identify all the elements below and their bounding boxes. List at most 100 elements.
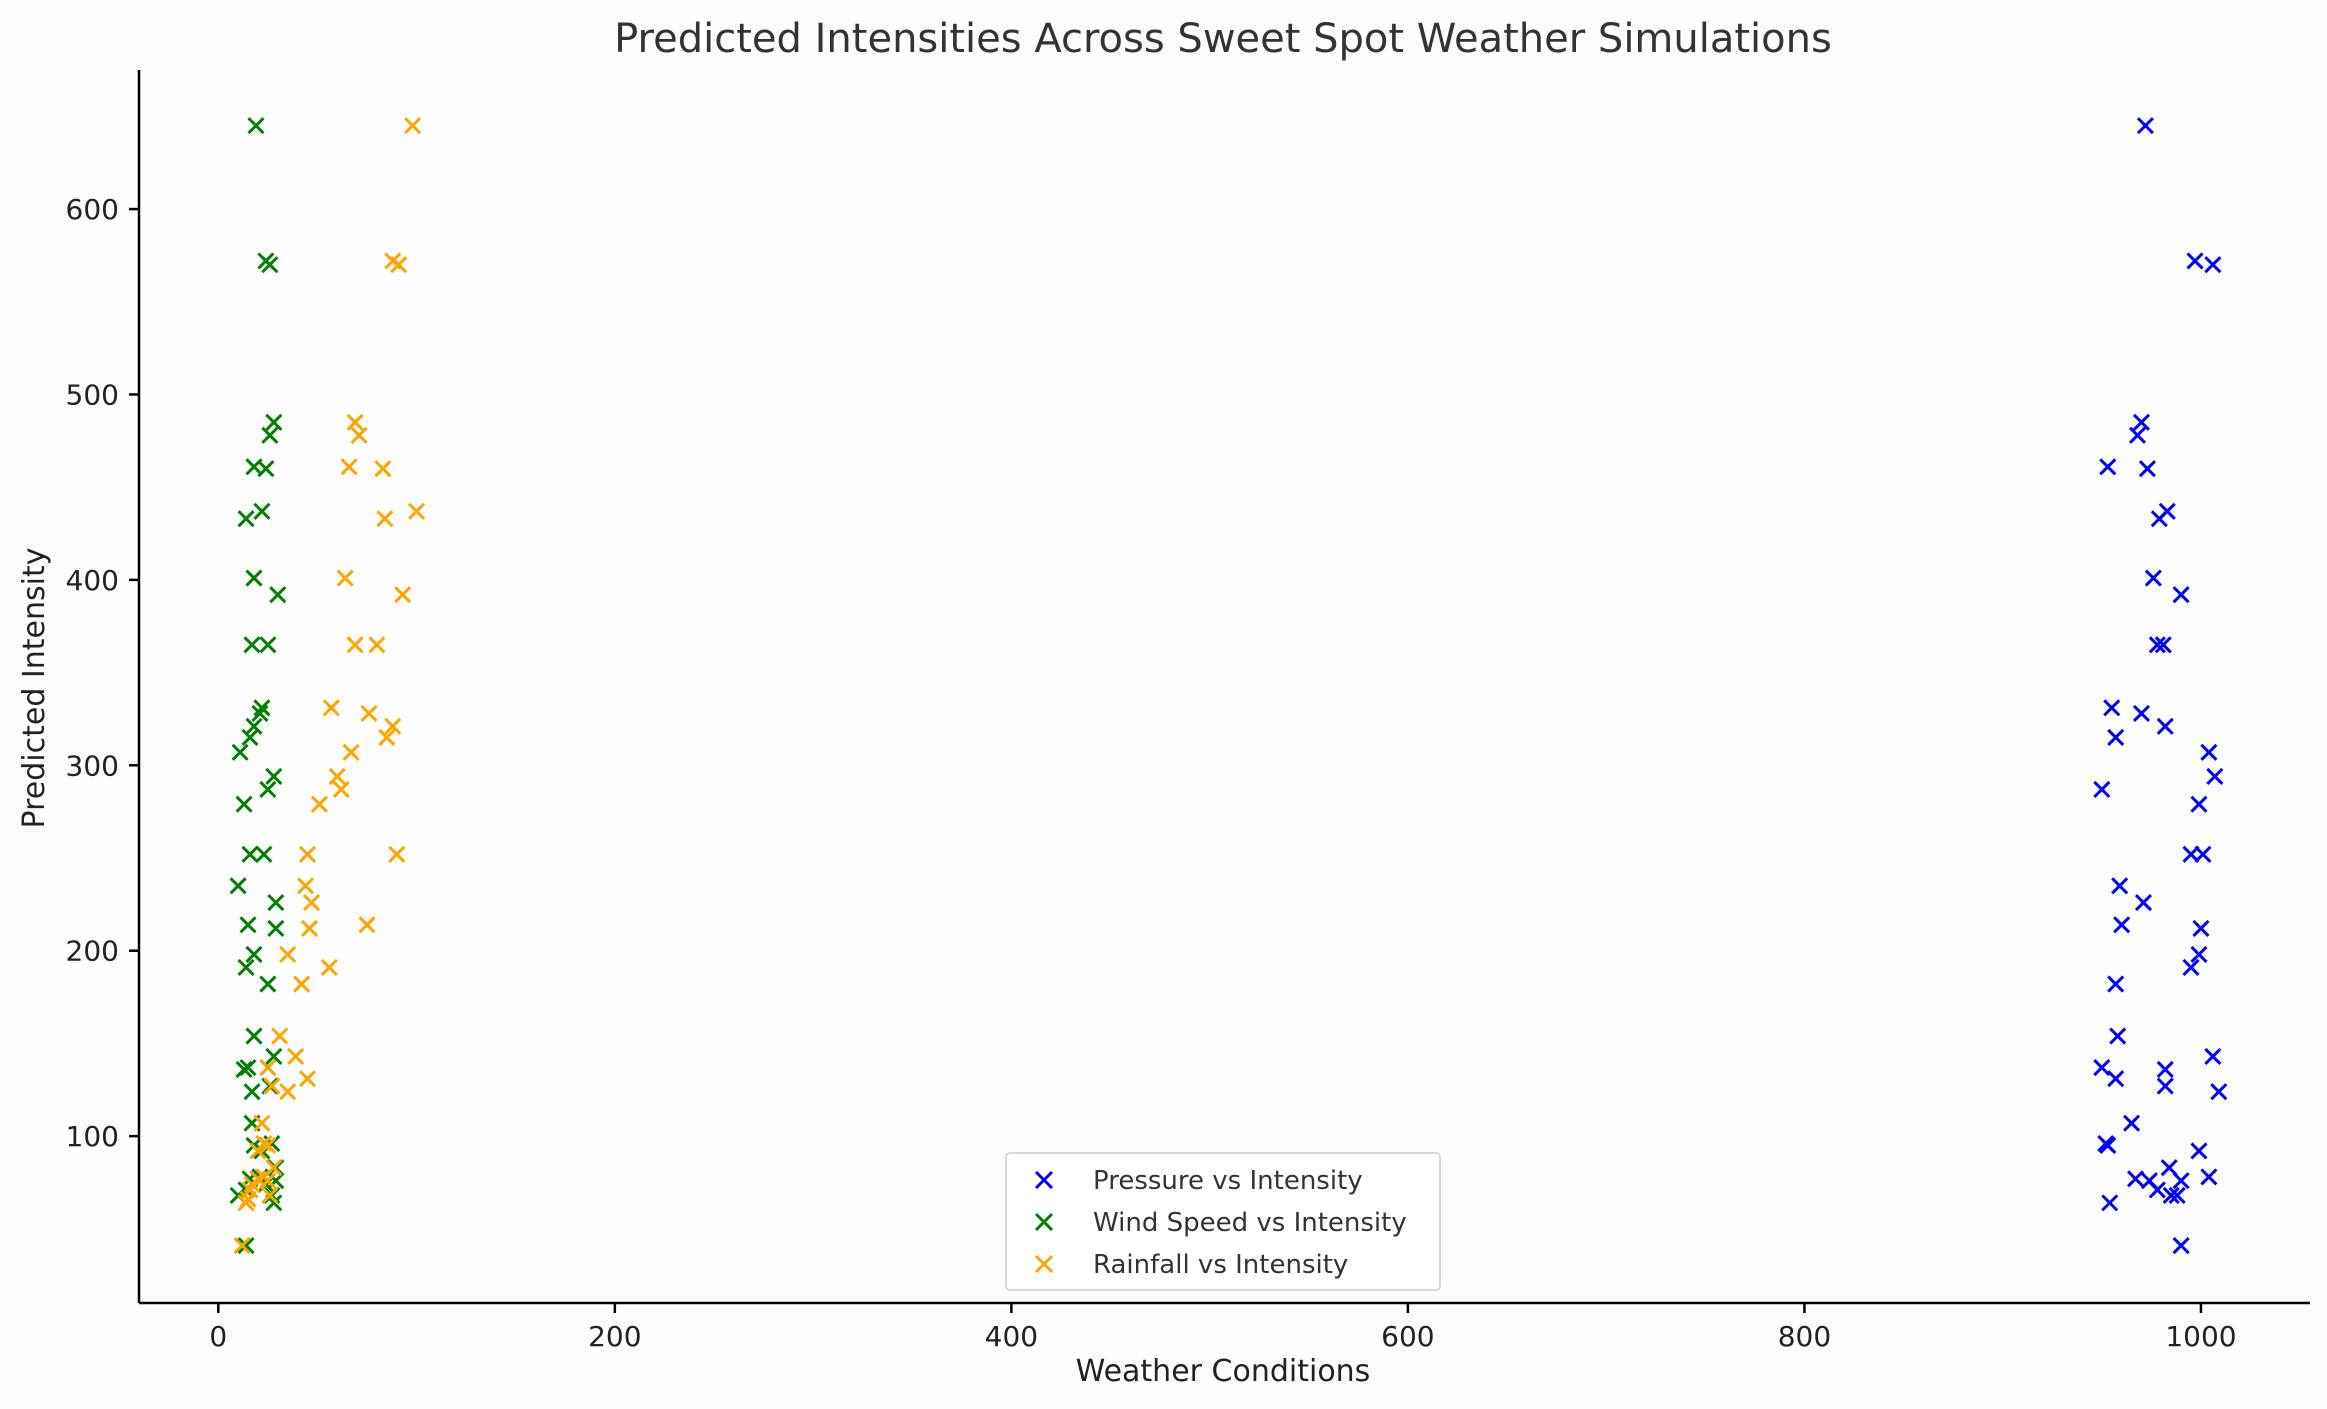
legend-marker: [1034, 1170, 1054, 1190]
data-point: [340, 458, 358, 476]
data-point: [235, 795, 253, 813]
data-point: [261, 256, 279, 274]
axes: [137, 70, 2310, 1305]
data-point: [342, 743, 360, 761]
data-point: [332, 780, 350, 798]
data-point: [237, 1236, 255, 1255]
data-point: [404, 117, 422, 135]
y-tick-label: 100: [66, 1120, 119, 1153]
data-point: [259, 780, 277, 798]
data-point: [2144, 569, 2162, 587]
data-point: [243, 1083, 261, 1101]
y-ticks: 100 200 300 400 500 600: [66, 193, 139, 1153]
legend-label: Pressure vs Intensity: [1093, 1166, 1363, 1196]
data-point: [233, 1236, 251, 1255]
data-point: [390, 256, 408, 274]
data-point: [408, 502, 426, 520]
data-point: [2150, 510, 2168, 528]
data-point: [2172, 586, 2190, 604]
data-point: [231, 743, 249, 761]
data-point: [2138, 460, 2156, 478]
data-point: [2134, 893, 2153, 912]
legend-label: Wind Speed vs Intensity: [1093, 1208, 1407, 1238]
data-point: [237, 958, 255, 976]
data-point: [2172, 1172, 2190, 1190]
data-point: [2190, 795, 2208, 813]
data-point: [263, 1077, 281, 1095]
x-tick-label: 600: [1381, 1320, 1434, 1353]
data-point: [229, 877, 247, 895]
data-point: [2132, 413, 2151, 431]
data-point: [243, 1175, 261, 1193]
data-point: [384, 717, 402, 735]
data-point: [2156, 717, 2174, 735]
data-point: [269, 586, 287, 604]
data-markers: [229, 117, 2228, 1255]
data-point: [245, 1027, 263, 1045]
y-tick-label: 300: [66, 749, 119, 782]
data-point: [267, 893, 285, 912]
data-point: [2122, 1114, 2141, 1132]
data-point: [2194, 845, 2212, 863]
data-point: [346, 636, 364, 654]
data-point: [368, 636, 386, 654]
y-tick-label: 600: [66, 193, 119, 226]
data-point: [2190, 1142, 2208, 1160]
data-point: [253, 699, 271, 717]
data-point: [245, 569, 263, 587]
data-point: [2107, 1070, 2125, 1088]
data-point: [298, 1070, 317, 1088]
data-point: [257, 460, 275, 478]
chart-title: Predicted Intensities Across Sweet Spot …: [614, 16, 1832, 62]
data-point: [336, 569, 354, 587]
data-point: [259, 636, 277, 654]
data-point: [346, 413, 364, 431]
data-point: [255, 1168, 273, 1186]
data-point: [249, 1142, 267, 1160]
data-point: [2168, 1186, 2186, 1205]
data-point: [259, 1136, 277, 1154]
legend-marker: [1034, 1212, 1054, 1232]
data-point: [2099, 1136, 2117, 1154]
data-point: [328, 767, 346, 785]
data-point: [2172, 1236, 2190, 1255]
data-point: [360, 704, 378, 722]
series-1: [2093, 117, 2228, 1255]
legend-marker: [1034, 1254, 1054, 1274]
data-point: [259, 1058, 277, 1077]
data-point: [235, 1060, 253, 1078]
x-tick-label: 200: [588, 1320, 641, 1353]
data-point: [279, 1083, 297, 1101]
data-point: [2200, 743, 2218, 761]
data-point: [2162, 1186, 2180, 1205]
data-point: [2101, 1194, 2119, 1212]
data-point: [2093, 1058, 2111, 1077]
x-tick-label: 1000: [2165, 1320, 2236, 1353]
data-point: [2192, 919, 2210, 938]
data-point: [245, 945, 263, 963]
data-point: [320, 958, 338, 976]
series-3: [233, 117, 426, 1255]
data-point: [302, 893, 321, 912]
legend-box: [1005, 1152, 1441, 1291]
data-point: [2148, 636, 2166, 654]
data-point: [2210, 1083, 2228, 1101]
data-point: [2093, 780, 2111, 798]
data-point: [310, 795, 328, 813]
data-point: [2204, 1047, 2222, 1065]
data-point: [237, 1194, 255, 1212]
data-point: [267, 919, 285, 938]
data-point: [358, 916, 376, 934]
y-tick-label: 200: [66, 935, 119, 968]
data-point: [2200, 1168, 2218, 1186]
legend-label: Rainfall vs Intensity: [1093, 1250, 1348, 1280]
data-point: [255, 845, 273, 863]
data-point: [253, 502, 271, 520]
x-ticks: 0 200 400 600 800 1000: [209, 1303, 2237, 1353]
data-point: [2186, 252, 2204, 270]
x-tick-label: 400: [985, 1320, 1038, 1353]
x-axis-label: Weather Conditions: [1076, 1354, 1371, 1389]
data-point: [374, 460, 392, 478]
data-point: [251, 704, 269, 722]
